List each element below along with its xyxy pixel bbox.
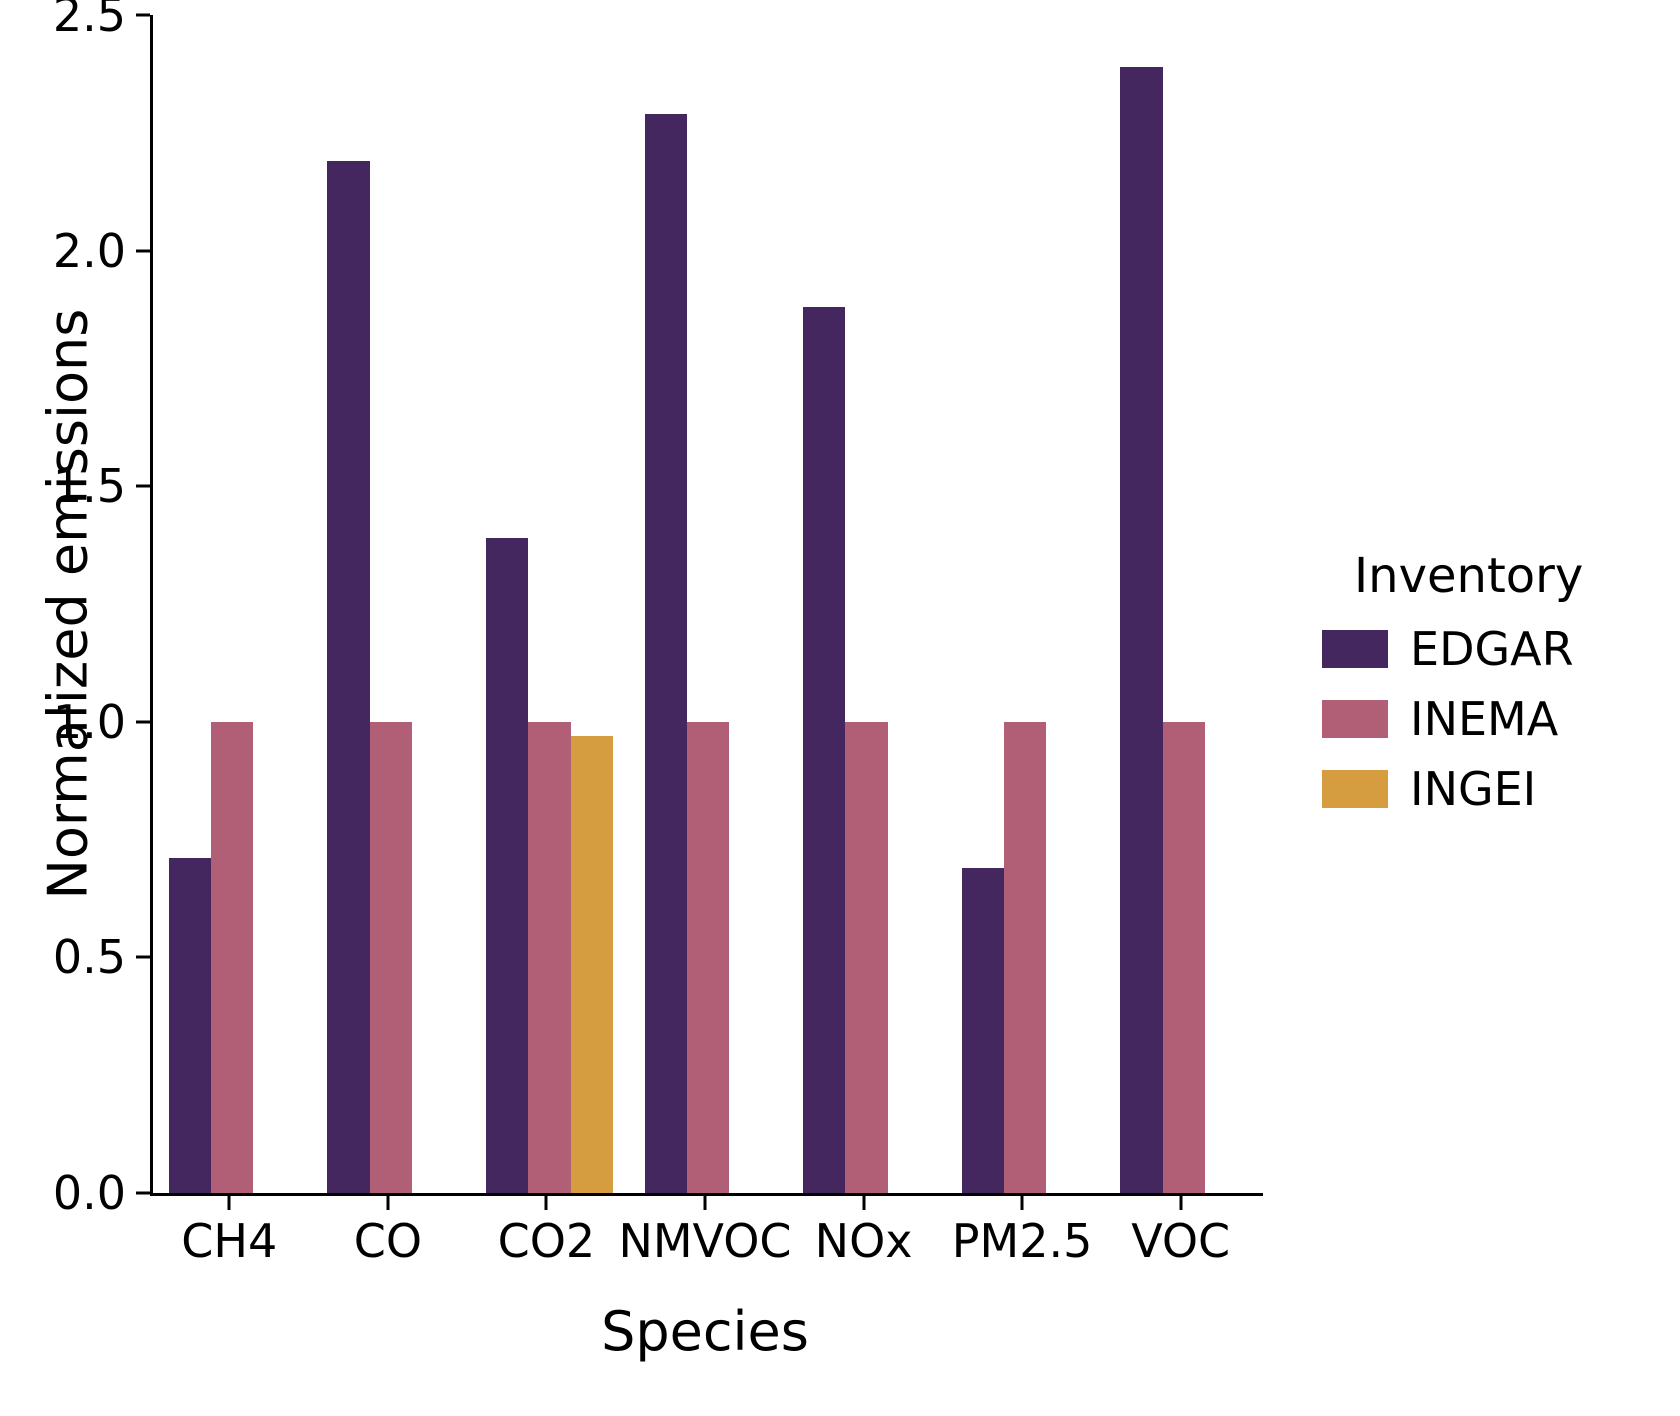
y-tick-label: 2.5 — [52, 0, 126, 42]
x-tick-mark — [386, 1196, 390, 1210]
legend-title: Inventory — [1354, 548, 1584, 604]
y-tick-label: 1.5 — [52, 459, 126, 514]
x-tick-label-nox: NOx — [814, 1214, 913, 1268]
bar-edgar-nmvoc — [644, 114, 687, 1193]
bar-inema-pm2.5 — [1004, 721, 1047, 1193]
bar-edgar-co2 — [486, 538, 529, 1193]
y-tick-mark — [136, 484, 150, 488]
y-tick-mark — [136, 720, 150, 724]
bar-inema-voc — [1162, 721, 1205, 1193]
legend-item-ingei: INGEI — [1322, 762, 1672, 816]
x-tick-label-pm2.5: PM2.5 — [951, 1214, 1093, 1268]
bar-edgar-co — [327, 161, 370, 1193]
legend-label-edgar: EDGAR — [1410, 622, 1574, 676]
x-tick-label-co: CO — [353, 1214, 423, 1268]
bar-inema-co2 — [528, 721, 571, 1193]
x-tick-mark — [1020, 1196, 1024, 1210]
bar-inema-nox — [845, 721, 888, 1193]
legend-item-edgar: EDGAR — [1322, 622, 1672, 676]
bar-edgar-pm2.5 — [961, 867, 1004, 1193]
y-tick-label: 0.0 — [52, 1166, 126, 1220]
y-axis-ticks: 0.0 0.5 1.0 1.5 2.0 2.5 — [0, 0, 150, 1216]
x-axis-label: Species — [601, 1300, 809, 1363]
legend: Inventory EDGAR INEMA INGEI — [1322, 548, 1672, 832]
bar-inema-ch4 — [211, 721, 254, 1193]
x-tick-mark — [227, 1196, 231, 1210]
y-tick-mark — [136, 13, 150, 17]
bar-edgar-ch4 — [168, 858, 212, 1193]
y-tick-mark — [136, 249, 150, 253]
y-tick-label: 2.0 — [52, 223, 126, 278]
legend-rows: EDGAR INEMA INGEI — [1322, 622, 1672, 816]
legend-swatch-inema — [1322, 700, 1388, 738]
x-tick-label-co2: CO2 — [497, 1214, 596, 1268]
x-tick-mark — [544, 1196, 548, 1210]
y-axis-label: Normalized emissions — [36, 308, 100, 900]
x-tick-label-ch4: CH4 — [181, 1214, 278, 1268]
legend-item-inema: INEMA — [1322, 692, 1672, 746]
bar-inema-co — [369, 721, 412, 1193]
x-axis-ticks: CH4 CO CO2 NMVOC NOx PM2.5 VOC — [150, 1196, 1260, 1286]
legend-swatch-edgar — [1322, 630, 1388, 668]
bar-inema-nmvoc — [686, 721, 730, 1193]
y-tick-label: 1.0 — [52, 694, 126, 749]
y-tick-label: 0.5 — [52, 930, 126, 985]
x-tick-mark — [703, 1196, 707, 1210]
x-tick-mark — [1179, 1196, 1183, 1210]
bar-ingei-co2 — [570, 735, 613, 1193]
x-tick-label-voc: VOC — [1131, 1214, 1231, 1268]
x-tick-mark — [862, 1196, 866, 1210]
y-tick-mark — [136, 1191, 150, 1195]
plot-area — [150, 15, 1263, 1196]
bar-edgar-voc — [1120, 66, 1163, 1193]
x-tick-label-nmvoc: NMVOC — [618, 1214, 792, 1268]
legend-label-ingei: INGEI — [1410, 762, 1537, 816]
legend-label-inema: INEMA — [1410, 692, 1559, 746]
legend-swatch-ingei — [1322, 770, 1388, 808]
y-tick-mark — [136, 955, 150, 959]
bar-edgar-nox — [803, 307, 846, 1193]
